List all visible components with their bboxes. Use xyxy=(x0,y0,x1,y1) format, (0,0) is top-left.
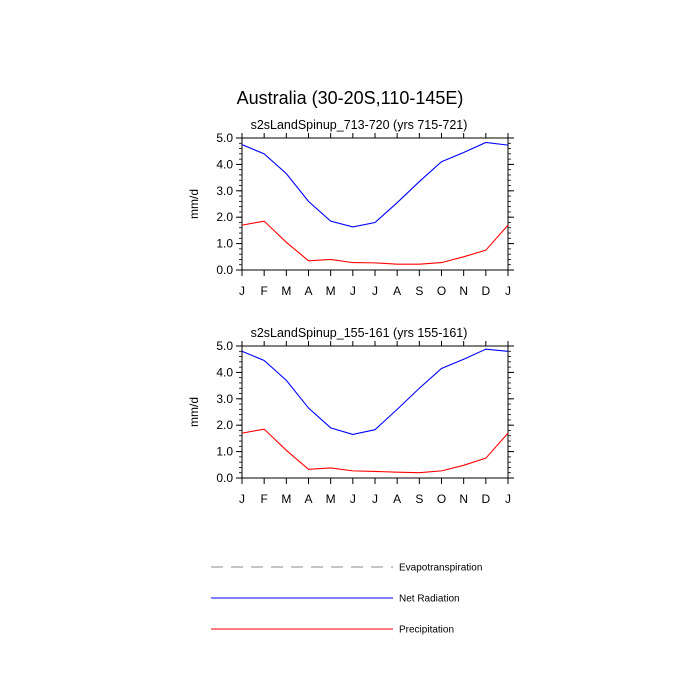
panel-title: s2sLandSpinup_155-161 (yrs 155-161) xyxy=(251,326,468,340)
y-tick-label: 1.0 xyxy=(216,237,233,251)
x-tick-label: M xyxy=(326,492,336,506)
series-line-net-radiation xyxy=(241,348,509,436)
x-tick-label: A xyxy=(393,492,401,506)
x-tick-label: D xyxy=(481,284,490,298)
y-tick-label: 5.0 xyxy=(216,131,233,145)
series-line-precipitation xyxy=(241,428,509,474)
y-tick-label: 2.0 xyxy=(216,418,233,432)
x-tick-label: J xyxy=(505,284,511,298)
x-tick-label: M xyxy=(326,284,336,298)
legend-label-net-radiation: Net Radiation xyxy=(399,594,460,605)
x-tick-label: J xyxy=(372,492,378,506)
x-tick-label: F xyxy=(260,284,267,298)
plot-frame xyxy=(241,345,509,479)
x-tick-label: D xyxy=(481,492,490,506)
y-tick-label: 3.0 xyxy=(216,392,233,406)
x-tick-label: J xyxy=(239,284,245,298)
plot-frame xyxy=(241,137,509,271)
figure-title: Australia (30-20S,110-145E) xyxy=(237,88,464,108)
x-tick-label: A xyxy=(304,492,312,506)
x-tick-label: J xyxy=(239,492,245,506)
series-line-net-radiation xyxy=(241,141,509,228)
series-line-precipitation xyxy=(241,220,509,265)
y-tick-label: 2.0 xyxy=(216,210,233,224)
x-tick-label: A xyxy=(304,284,312,298)
x-tick-label: S xyxy=(415,284,423,298)
x-tick-label: F xyxy=(260,492,267,506)
y-tick-label: 0.0 xyxy=(216,263,233,277)
x-tick-label: M xyxy=(281,492,291,506)
x-tick-label: M xyxy=(281,284,291,298)
y-tick-label: 5.0 xyxy=(216,339,233,353)
x-tick-label: J xyxy=(372,284,378,298)
y-tick-label: 0.0 xyxy=(216,471,233,485)
x-tick-label: J xyxy=(350,284,356,298)
x-tick-label: J xyxy=(505,492,511,506)
x-tick-label: J xyxy=(350,492,356,506)
chart-panel-1: s2sLandSpinup_713-720 (yrs 715-721)J F M A M… xyxy=(187,118,514,298)
y-tick-label: 1.0 xyxy=(216,445,233,459)
x-tick-label: S xyxy=(415,492,423,506)
legend-label-evapotranspiration: Evapotranspiration xyxy=(399,563,482,574)
legend: Evapotranspiration Net Radiation Precipita… xyxy=(211,563,482,636)
x-tick-label: A xyxy=(393,284,401,298)
y-axis-label: mm/d xyxy=(187,397,201,427)
y-tick-label: 4.0 xyxy=(216,365,233,379)
legend-label-precipitation: Precipitation xyxy=(399,625,454,636)
chart-panels: s2sLandSpinup_713-720 (yrs 715-721)J F M A M… xyxy=(187,118,514,506)
x-tick-label: O xyxy=(437,284,446,298)
x-tick-label: O xyxy=(437,492,446,506)
y-axis-label: mm/d xyxy=(187,189,201,219)
y-tick-label: 3.0 xyxy=(216,184,233,198)
panel-title: s2sLandSpinup_713-720 (yrs 715-721) xyxy=(251,118,468,132)
chart-panel-2: s2sLandSpinup_155-161 (yrs 155-161)J F M A M… xyxy=(187,326,514,506)
x-tick-label: N xyxy=(459,284,468,298)
y-tick-label: 4.0 xyxy=(216,157,233,171)
x-tick-label: N xyxy=(459,492,468,506)
